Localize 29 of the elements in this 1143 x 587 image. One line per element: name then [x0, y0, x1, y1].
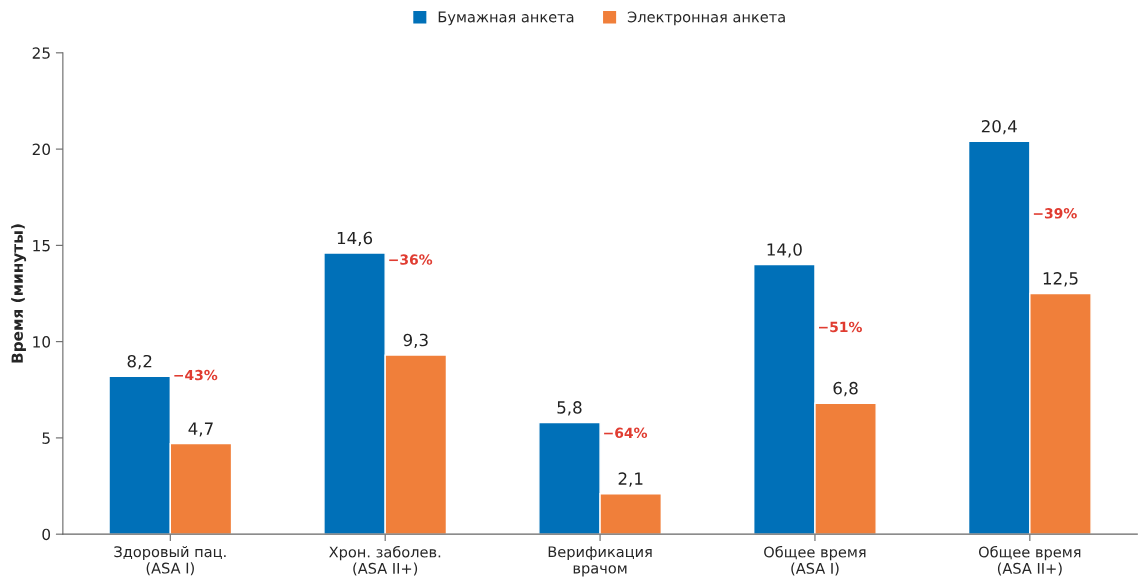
data-label: 20,4 — [981, 120, 1017, 135]
x-tick-label: Хрон. заболев. (ASA II+) — [329, 545, 441, 576]
annotation: −36% — [389, 254, 433, 265]
annotation: −43% — [174, 369, 218, 381]
data-label: 14,6 — [337, 231, 373, 246]
legend-label: Бумажная анкета — [438, 11, 574, 26]
data-label: 14,0 — [767, 243, 802, 258]
y-tick-label: 0 — [42, 528, 51, 541]
data-label: 5,8 — [557, 401, 582, 416]
data-label: 9,3 — [403, 333, 428, 349]
data-label: 6,8 — [833, 381, 858, 397]
y-axis-title: Время (минуты) — [11, 224, 27, 363]
annotation: −51% — [818, 321, 862, 333]
y-tick-label: 5 — [42, 432, 50, 444]
y-tick-label: 25 — [32, 47, 50, 59]
y-tick-label: 20 — [32, 143, 51, 156]
y-tick-label: 15 — [33, 240, 50, 252]
x-tick-label: Верификация врачом — [548, 546, 652, 577]
data-label: 2,1 — [618, 472, 643, 487]
x-tick-label: Общее время (ASA II+) — [978, 545, 1081, 576]
annotation: −64% — [604, 427, 648, 439]
legend-label: Электронная анкета — [627, 11, 785, 26]
y-tick-label: 10 — [33, 336, 51, 348]
x-tick-label: Здоровый пац. (ASA I) — [114, 546, 226, 576]
annotation: −39% — [1033, 208, 1077, 219]
data-label: 4,7 — [188, 422, 213, 437]
x-tick-label: Общее время (ASA I) — [764, 545, 866, 576]
data-label: 8,2 — [127, 354, 152, 370]
data-label: 12,5 — [1043, 272, 1078, 287]
